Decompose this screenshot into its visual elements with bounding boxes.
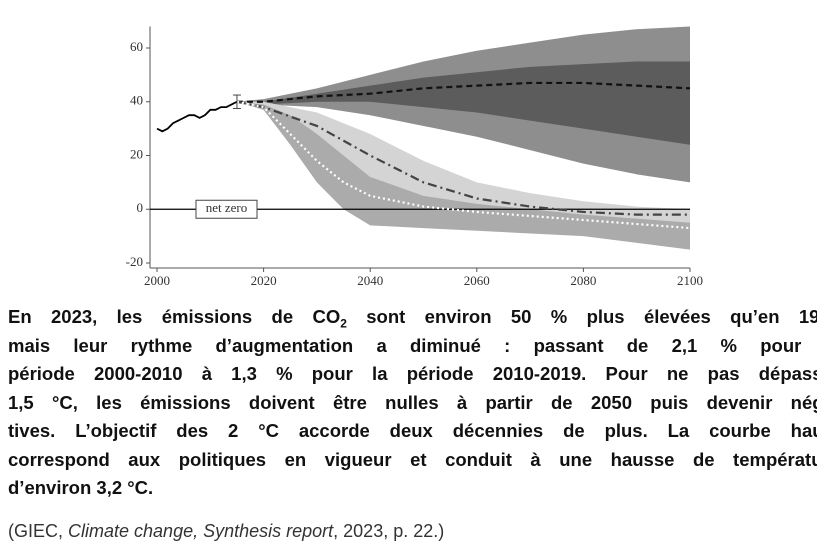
y-tick-label: -20: [126, 254, 143, 269]
series-line: [236, 100, 690, 216]
caption-line: En 2023, les émissions de CO2 sont envir…: [8, 303, 817, 332]
source-text: , 2023, p. 22.): [333, 521, 445, 541]
band: [236, 101, 690, 250]
annotation-box: [195, 199, 258, 219]
caption-text: mais leur rythme d’augmentation a diminu…: [8, 334, 817, 356]
x-tick-label: 2060: [464, 273, 490, 288]
caption-text: période 2000-2010 à 1,3 % pour la périod…: [8, 363, 817, 384]
caption-text: sont environ 50 % plus élevées qu’en 199…: [346, 306, 817, 327]
y-tick-label: 0: [137, 200, 144, 215]
series-line: [236, 100, 691, 230]
source-text: (GIEC,: [8, 521, 69, 541]
error-bar: [232, 94, 241, 109]
source: (GIEC, Climate change, Synthesis report,…: [8, 521, 444, 542]
caption-line: mais leur rythme d’augmentation a diminu…: [8, 332, 817, 361]
caption-line: période 2000-2010 à 1,3 % pour la périod…: [8, 360, 817, 389]
x-tick-label: 2020: [251, 273, 277, 288]
y-tick-label: 40: [130, 93, 143, 108]
caption-text: d’environ 3,2 °C.: [8, 477, 154, 498]
y-tick-label: 20: [130, 146, 143, 161]
caption-line: tives. L’objectif des 2 °C accorde deux …: [8, 417, 817, 446]
caption-line: correspond aux politiques en vigueur et …: [8, 446, 817, 475]
caption-line: 1,5 °C, les émissions doivent être nulle…: [8, 389, 817, 418]
band: [236, 101, 690, 237]
x-tick-label: 2000: [144, 273, 170, 288]
x-tick-label: 2080: [570, 273, 596, 288]
caption-text: correspond aux politiques en vigueur et …: [8, 448, 817, 470]
series-line: [156, 100, 238, 133]
source-text: Climate change, Synthesis report: [68, 521, 334, 541]
caption-text: 1,5 °C, les émissions doivent être nulle…: [8, 391, 817, 413]
series-line: [236, 81, 691, 103]
caption: En 2023, les émissions de CO2 sont envir…: [8, 303, 817, 503]
x-tick-label: 2040: [357, 273, 383, 288]
subscript: 2: [340, 316, 347, 331]
caption-text: En 2023, les émissions de CO: [8, 306, 341, 327]
caption-line: d’environ 3,2 °C.: [8, 474, 817, 503]
x-tick-label: 2100: [677, 273, 703, 288]
annotation: net zero: [206, 200, 248, 215]
caption-text: tives. L’objectif des 2 °C accorde deux …: [8, 420, 817, 441]
y-tick-label: 60: [130, 39, 143, 54]
